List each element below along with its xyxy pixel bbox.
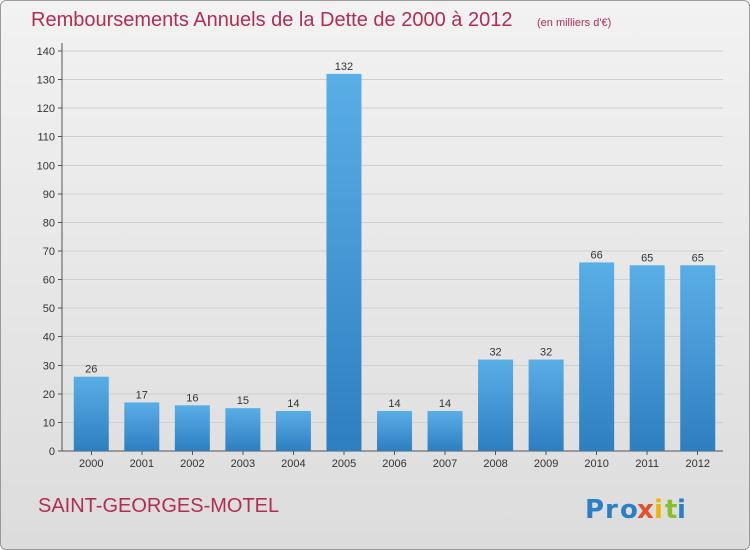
data-label-2011: 65 bbox=[641, 252, 653, 264]
grid-lines bbox=[62, 50, 723, 423]
y-tick-label: 40 bbox=[43, 332, 55, 344]
y-tick-label: 100 bbox=[37, 160, 55, 172]
x-tick-label: 2002 bbox=[180, 458, 204, 470]
data-label-2010: 66 bbox=[591, 249, 603, 261]
logo-letter: P bbox=[585, 495, 604, 525]
y-tick-label: 80 bbox=[43, 217, 55, 229]
bar-2006 bbox=[377, 411, 412, 451]
bar-2000 bbox=[73, 376, 109, 451]
data-label-2009: 32 bbox=[540, 347, 552, 359]
y-tick-label: 50 bbox=[43, 303, 55, 315]
x-tick-label: 2007 bbox=[433, 458, 457, 470]
data-label-2002: 16 bbox=[186, 392, 198, 404]
bar-2012 bbox=[680, 265, 716, 451]
y-tick-label: 0 bbox=[49, 446, 55, 458]
bar-2008 bbox=[478, 359, 514, 451]
data-label-2004: 14 bbox=[287, 398, 299, 410]
bar-2003 bbox=[225, 408, 261, 451]
x-tick-label: 2006 bbox=[382, 458, 406, 470]
y-tick-label: 90 bbox=[43, 189, 55, 201]
data-label-2012: 65 bbox=[692, 252, 704, 264]
logo-letter: i bbox=[654, 495, 663, 525]
logo-letter: t bbox=[665, 495, 677, 525]
data-label-2006: 14 bbox=[388, 398, 400, 410]
y-tick-label: 130 bbox=[37, 75, 55, 87]
logo-letter: o bbox=[620, 495, 638, 525]
logo-letter: i bbox=[677, 495, 686, 525]
chart-title: Remboursements Annuels de la Dette de 20… bbox=[31, 9, 513, 31]
chart-unit: (en milliers d'€) bbox=[537, 17, 612, 29]
x-tick-label: 2001 bbox=[130, 458, 154, 470]
y-tick-label: 30 bbox=[43, 360, 55, 372]
data-label-2008: 32 bbox=[489, 347, 501, 359]
bar-2001 bbox=[124, 402, 160, 451]
y-tick-label: 10 bbox=[43, 417, 55, 429]
x-tick-label: 2005 bbox=[332, 458, 356, 470]
bar-2005 bbox=[326, 73, 362, 451]
y-tick-label: 60 bbox=[43, 275, 55, 287]
bar-2011 bbox=[629, 265, 665, 451]
logo-letter: x bbox=[637, 495, 654, 525]
data-label-2003: 15 bbox=[237, 395, 249, 407]
bar-2004 bbox=[275, 411, 311, 451]
y-tick-label: 120 bbox=[37, 103, 55, 115]
y-tick-label: 70 bbox=[43, 246, 55, 258]
bar-2007 bbox=[427, 411, 463, 451]
commune-name: SAINT-GEORGES-MOTEL bbox=[38, 495, 280, 517]
y-tick-label: 20 bbox=[43, 389, 55, 401]
bar-2009 bbox=[528, 359, 564, 451]
x-tick-label: 2000 bbox=[79, 458, 103, 470]
x-tick-label: 2008 bbox=[483, 458, 507, 470]
logo-letter: r bbox=[605, 495, 618, 525]
data-label-2000: 26 bbox=[85, 364, 97, 376]
y-tick-label: 110 bbox=[37, 132, 55, 144]
data-labels: 26 17 16 15 14 132 14 14 32 32 66 65 65 bbox=[85, 61, 704, 410]
x-tick-label: 2011 bbox=[635, 458, 659, 470]
x-tick-label: 2009 bbox=[534, 458, 558, 470]
x-tick-label: 2012 bbox=[685, 458, 709, 470]
data-label-2007: 14 bbox=[439, 398, 451, 410]
x-tick-label: 2010 bbox=[584, 458, 608, 470]
data-label-2005: 132 bbox=[335, 61, 353, 73]
bar-2010 bbox=[579, 262, 615, 451]
y-tick-label: 140 bbox=[37, 46, 55, 58]
axes: 0 10 20 30 40 50 60 70 80 90 100 110 120 130 140 2000 20… bbox=[37, 43, 723, 470]
bars bbox=[73, 73, 716, 451]
data-label-2001: 17 bbox=[136, 389, 148, 401]
bar-2002 bbox=[174, 405, 210, 451]
x-tick-label: 2003 bbox=[231, 458, 255, 470]
x-tick-label: 2004 bbox=[281, 458, 305, 470]
